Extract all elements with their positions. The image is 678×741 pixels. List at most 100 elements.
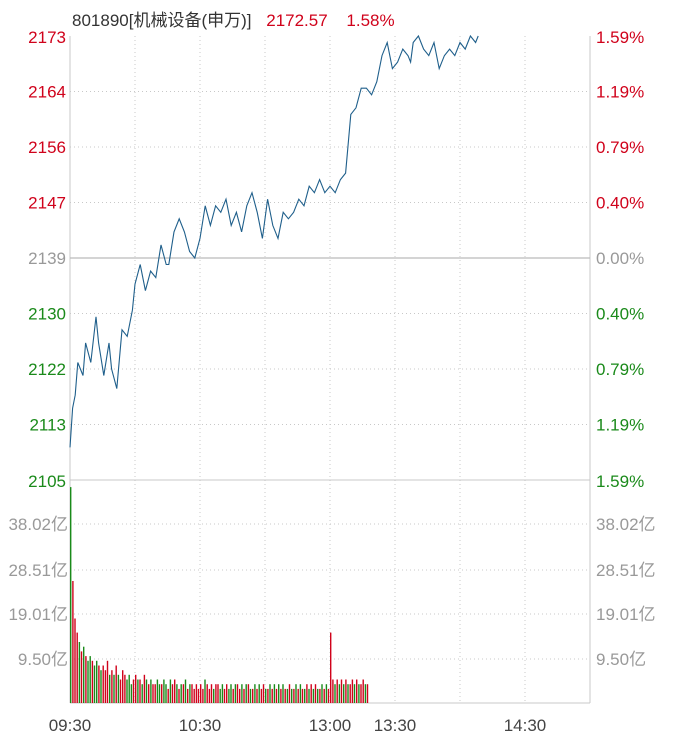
volume-bar [230,684,232,703]
volume-bar [204,679,206,703]
volume-bar [87,660,89,703]
volume-bar [70,487,72,703]
y-tick-left-8: 2105 [28,472,66,491]
volume-bar [100,670,102,703]
volume-bar [236,684,239,703]
volume-bar [102,665,104,703]
y-tick-right-0: 1.59% [596,28,644,47]
y-tick-left-2: 2156 [28,138,66,157]
volume-bar [219,688,221,703]
volume-bar [293,688,295,703]
volume-bar [273,684,276,703]
y-tick-right-2: 0.79% [596,138,644,157]
volume-bar [156,679,159,703]
volume-bar [286,688,289,703]
volume-bar [340,679,343,703]
volume-bar [249,688,252,703]
volume-bar [299,684,302,703]
volume-bar [197,688,200,703]
volume-bar [282,684,284,703]
current-price: 2172.57 [266,11,328,30]
y-tick-left-6: 2122 [28,360,66,379]
y-tick-left-5: 2130 [28,305,66,324]
volume-bar [317,688,319,703]
y-tick-right-5: 0.40% [596,305,644,324]
y-tick-left-0: 2173 [28,28,66,47]
volume-bar [258,684,260,703]
volume-bar [150,679,152,703]
volume-bar [284,688,286,703]
volume-bar [80,651,83,703]
volume-bar [193,688,195,703]
volume-bar [158,684,161,703]
volume-bar [165,684,167,703]
volume-bar [362,679,364,703]
x-tick-1: 10:30 [179,716,222,735]
volume-bar [245,684,247,703]
volume-bar [241,684,243,703]
volume-bar [351,679,354,703]
volume-bar [187,688,189,703]
volume-bar [191,684,193,703]
vol-tick-right-1: 28.51亿 [596,561,656,580]
volume-bar [89,656,91,703]
y-tick-left-4: 2139 [28,249,66,268]
volume-bar [83,646,85,703]
volume-bar [275,688,278,703]
volume-bar [297,688,299,703]
index-code-name: 801890[机械设备(申万)] [72,11,252,30]
volume-bar [336,679,338,703]
volume-bar [119,679,122,703]
volume-bar [208,688,211,703]
volume-bar [126,679,128,703]
volume-bar [265,688,267,703]
volume-bar [200,684,202,703]
volume-bar [232,688,234,703]
volume-bar [321,684,323,703]
volume-bar [85,656,87,703]
volume-bar [271,688,273,703]
volume-bar [330,632,332,703]
y-tick-right-7: 1.19% [596,416,644,435]
volume-bar [345,679,347,703]
volume-bar [226,684,228,703]
volume-bar [113,674,115,703]
volume-bar [171,684,174,703]
volume-bar [78,642,81,703]
volume-bar [356,679,358,703]
vol-tick-right-2: 19.01亿 [596,605,656,624]
volume-bar [308,688,310,703]
volume-bar [109,674,111,703]
volume-bar [323,688,325,703]
volume-bar [239,688,241,703]
volume-bar [267,688,269,703]
volume-bar [366,684,369,703]
volume-bar [314,684,317,703]
volume-bar [254,684,256,703]
vol-tick-left-2: 19.01亿 [8,605,68,624]
change-percent: 1.58% [346,11,395,30]
volume-bar [178,688,180,703]
y-tick-left-3: 2147 [28,194,66,213]
price-panel [69,34,479,448]
volume-bar [143,674,146,703]
volume-bar [291,688,293,703]
y-tick-left-1: 2164 [28,83,66,102]
volume-panel [70,487,369,703]
price-series-line [69,34,479,448]
x-tick-2: 13:00 [309,716,352,735]
volume-bar [161,684,163,703]
volume-bar [96,660,98,703]
volume-bar [319,688,321,703]
volume-bar [360,684,362,703]
y-tick-right-4: 0.00% [596,249,644,268]
volume-bar [132,679,135,703]
x-tick-3: 13:30 [374,716,417,735]
volume-bar [174,679,176,703]
volume-bar [353,684,356,703]
volume-bar [122,670,124,703]
volume-bar [104,670,107,703]
volume-bar [210,684,213,703]
volume-bar [288,684,291,703]
